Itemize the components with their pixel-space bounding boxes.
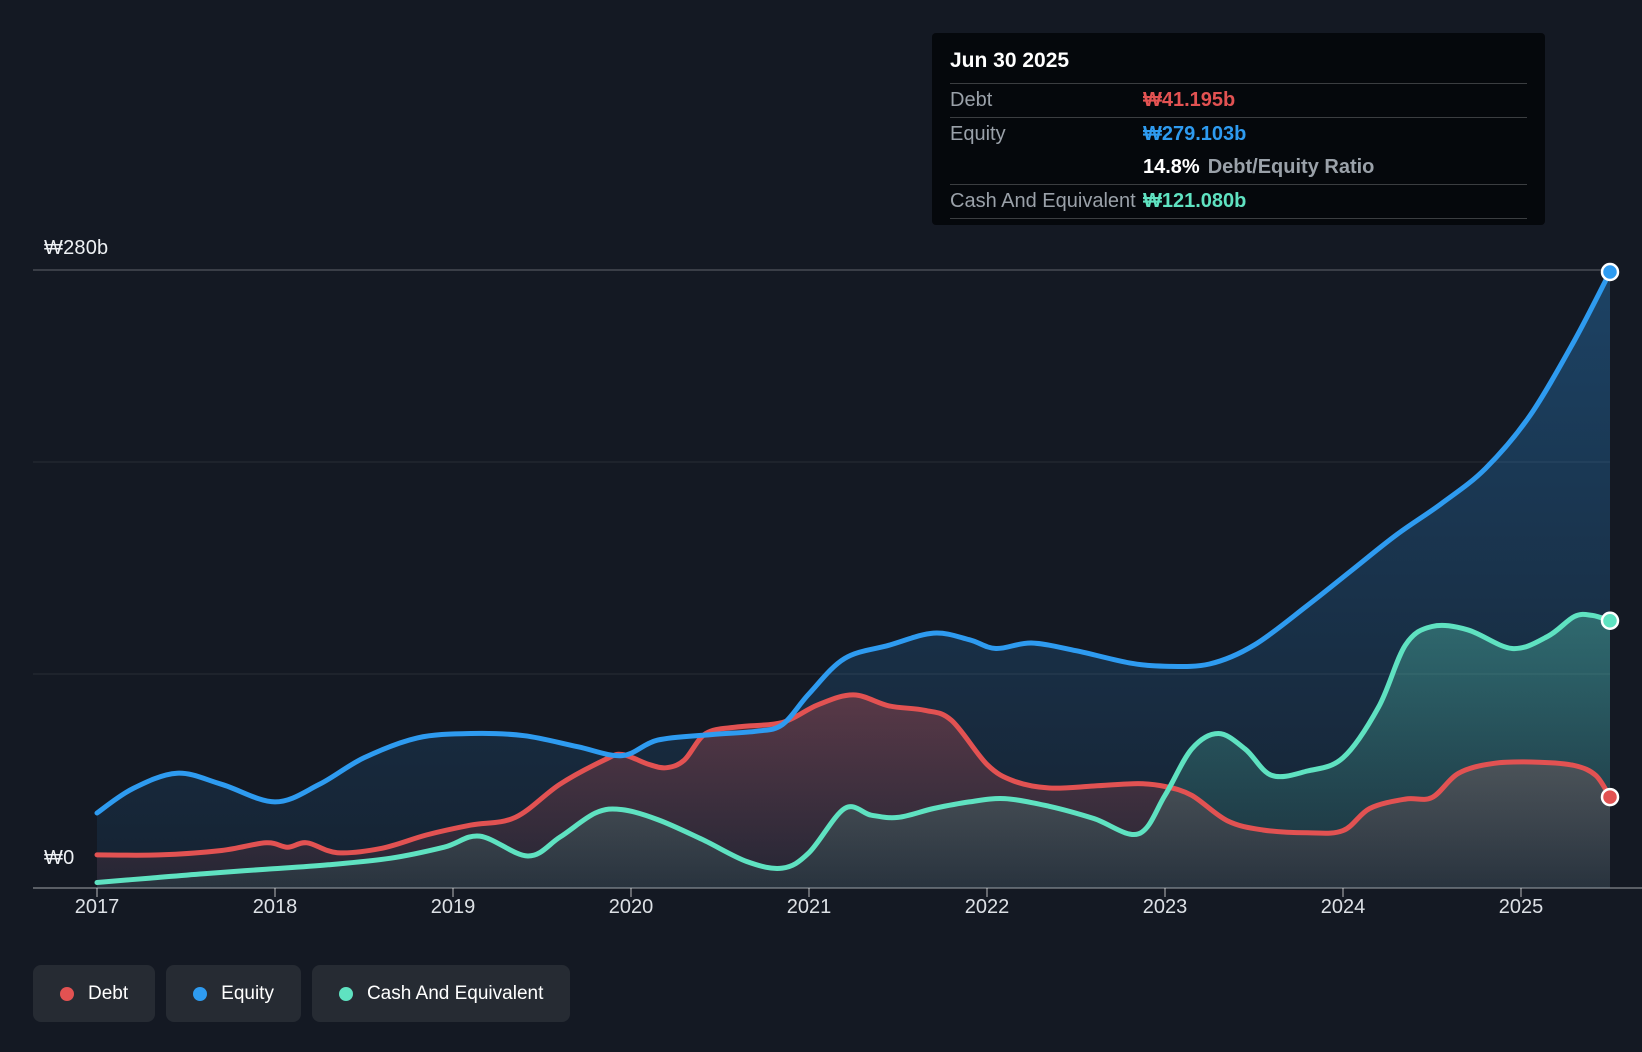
chart-tooltip: Jun 30 2025 Debt ₩41.195b Equity ₩279.10… (932, 33, 1545, 225)
tooltip-row-debt: Debt ₩41.195b (950, 84, 1527, 118)
tooltip-equity-value: ₩279.103b (1143, 123, 1247, 145)
series-line-equity (94, 269, 1613, 816)
series-line-cash-and-equivalent (94, 611, 1613, 885)
legend-equity-label: Equity (221, 982, 274, 1004)
x-axis-label-2018: 2018 (252, 896, 298, 918)
endpoint-dot-debt[interactable] (1600, 787, 1620, 807)
tooltip-row-ratio: 14.8% Debt/Equity Ratio (950, 151, 1527, 185)
cash-series-dot-icon (338, 986, 353, 1001)
endpoint-dot-equity[interactable] (1600, 262, 1620, 282)
tooltip-row-equity: Equity ₩279.103b (950, 118, 1527, 151)
x-axis-label-2025: 2025 (1498, 896, 1544, 918)
tooltip-row-cash: Cash And Equivalent ₩121.080b (950, 185, 1527, 219)
x-axis-label-2023: 2023 (1142, 896, 1188, 918)
x-axis-label-2020: 2020 (608, 896, 654, 918)
tooltip-cash-value: ₩121.080b (1143, 190, 1247, 212)
x-axis-label-2019: 2019 (430, 896, 476, 918)
tooltip-date: Jun 30 2025 (950, 45, 1527, 84)
tooltip-equity-label: Equity (950, 123, 1006, 145)
legend-cash-label: Cash And Equivalent (366, 982, 544, 1004)
legend-item-equity[interactable]: Equity (166, 965, 301, 1022)
x-axis-label-2017: 2017 (74, 896, 120, 918)
tooltip-debt-value: ₩41.195b (1143, 89, 1236, 111)
debt-series-dot-icon (60, 986, 74, 1001)
y-axis-label-zero: ₩0 (44, 847, 75, 869)
legend-debt-label: Debt (88, 982, 129, 1004)
series-line-debt (94, 692, 1613, 858)
x-axis-label-2021: 2021 (786, 896, 832, 918)
chart-legend: Debt Equity Cash And Equivalent (33, 965, 571, 1022)
legend-item-cash[interactable]: Cash And Equivalent (311, 965, 571, 1022)
x-axis-label-2022: 2022 (964, 896, 1010, 918)
tooltip-cash-label: Cash And Equivalent (950, 190, 1136, 212)
endpoint-dot-cash-and-equivalent[interactable] (1600, 611, 1620, 631)
series-area-cash-and-equivalent (97, 614, 1610, 888)
legend-item-debt[interactable]: Debt (33, 965, 156, 1022)
equity-series-dot-icon (193, 986, 208, 1001)
y-axis-label-max: ₩280b (44, 237, 109, 259)
x-axis-label-2024: 2024 (1320, 896, 1366, 918)
tooltip-ratio-label: Debt/Equity Ratio (1207, 156, 1375, 178)
tooltip-ratio-value: 14.8% (1143, 156, 1200, 178)
tooltip-debt-label: Debt (950, 89, 993, 111)
